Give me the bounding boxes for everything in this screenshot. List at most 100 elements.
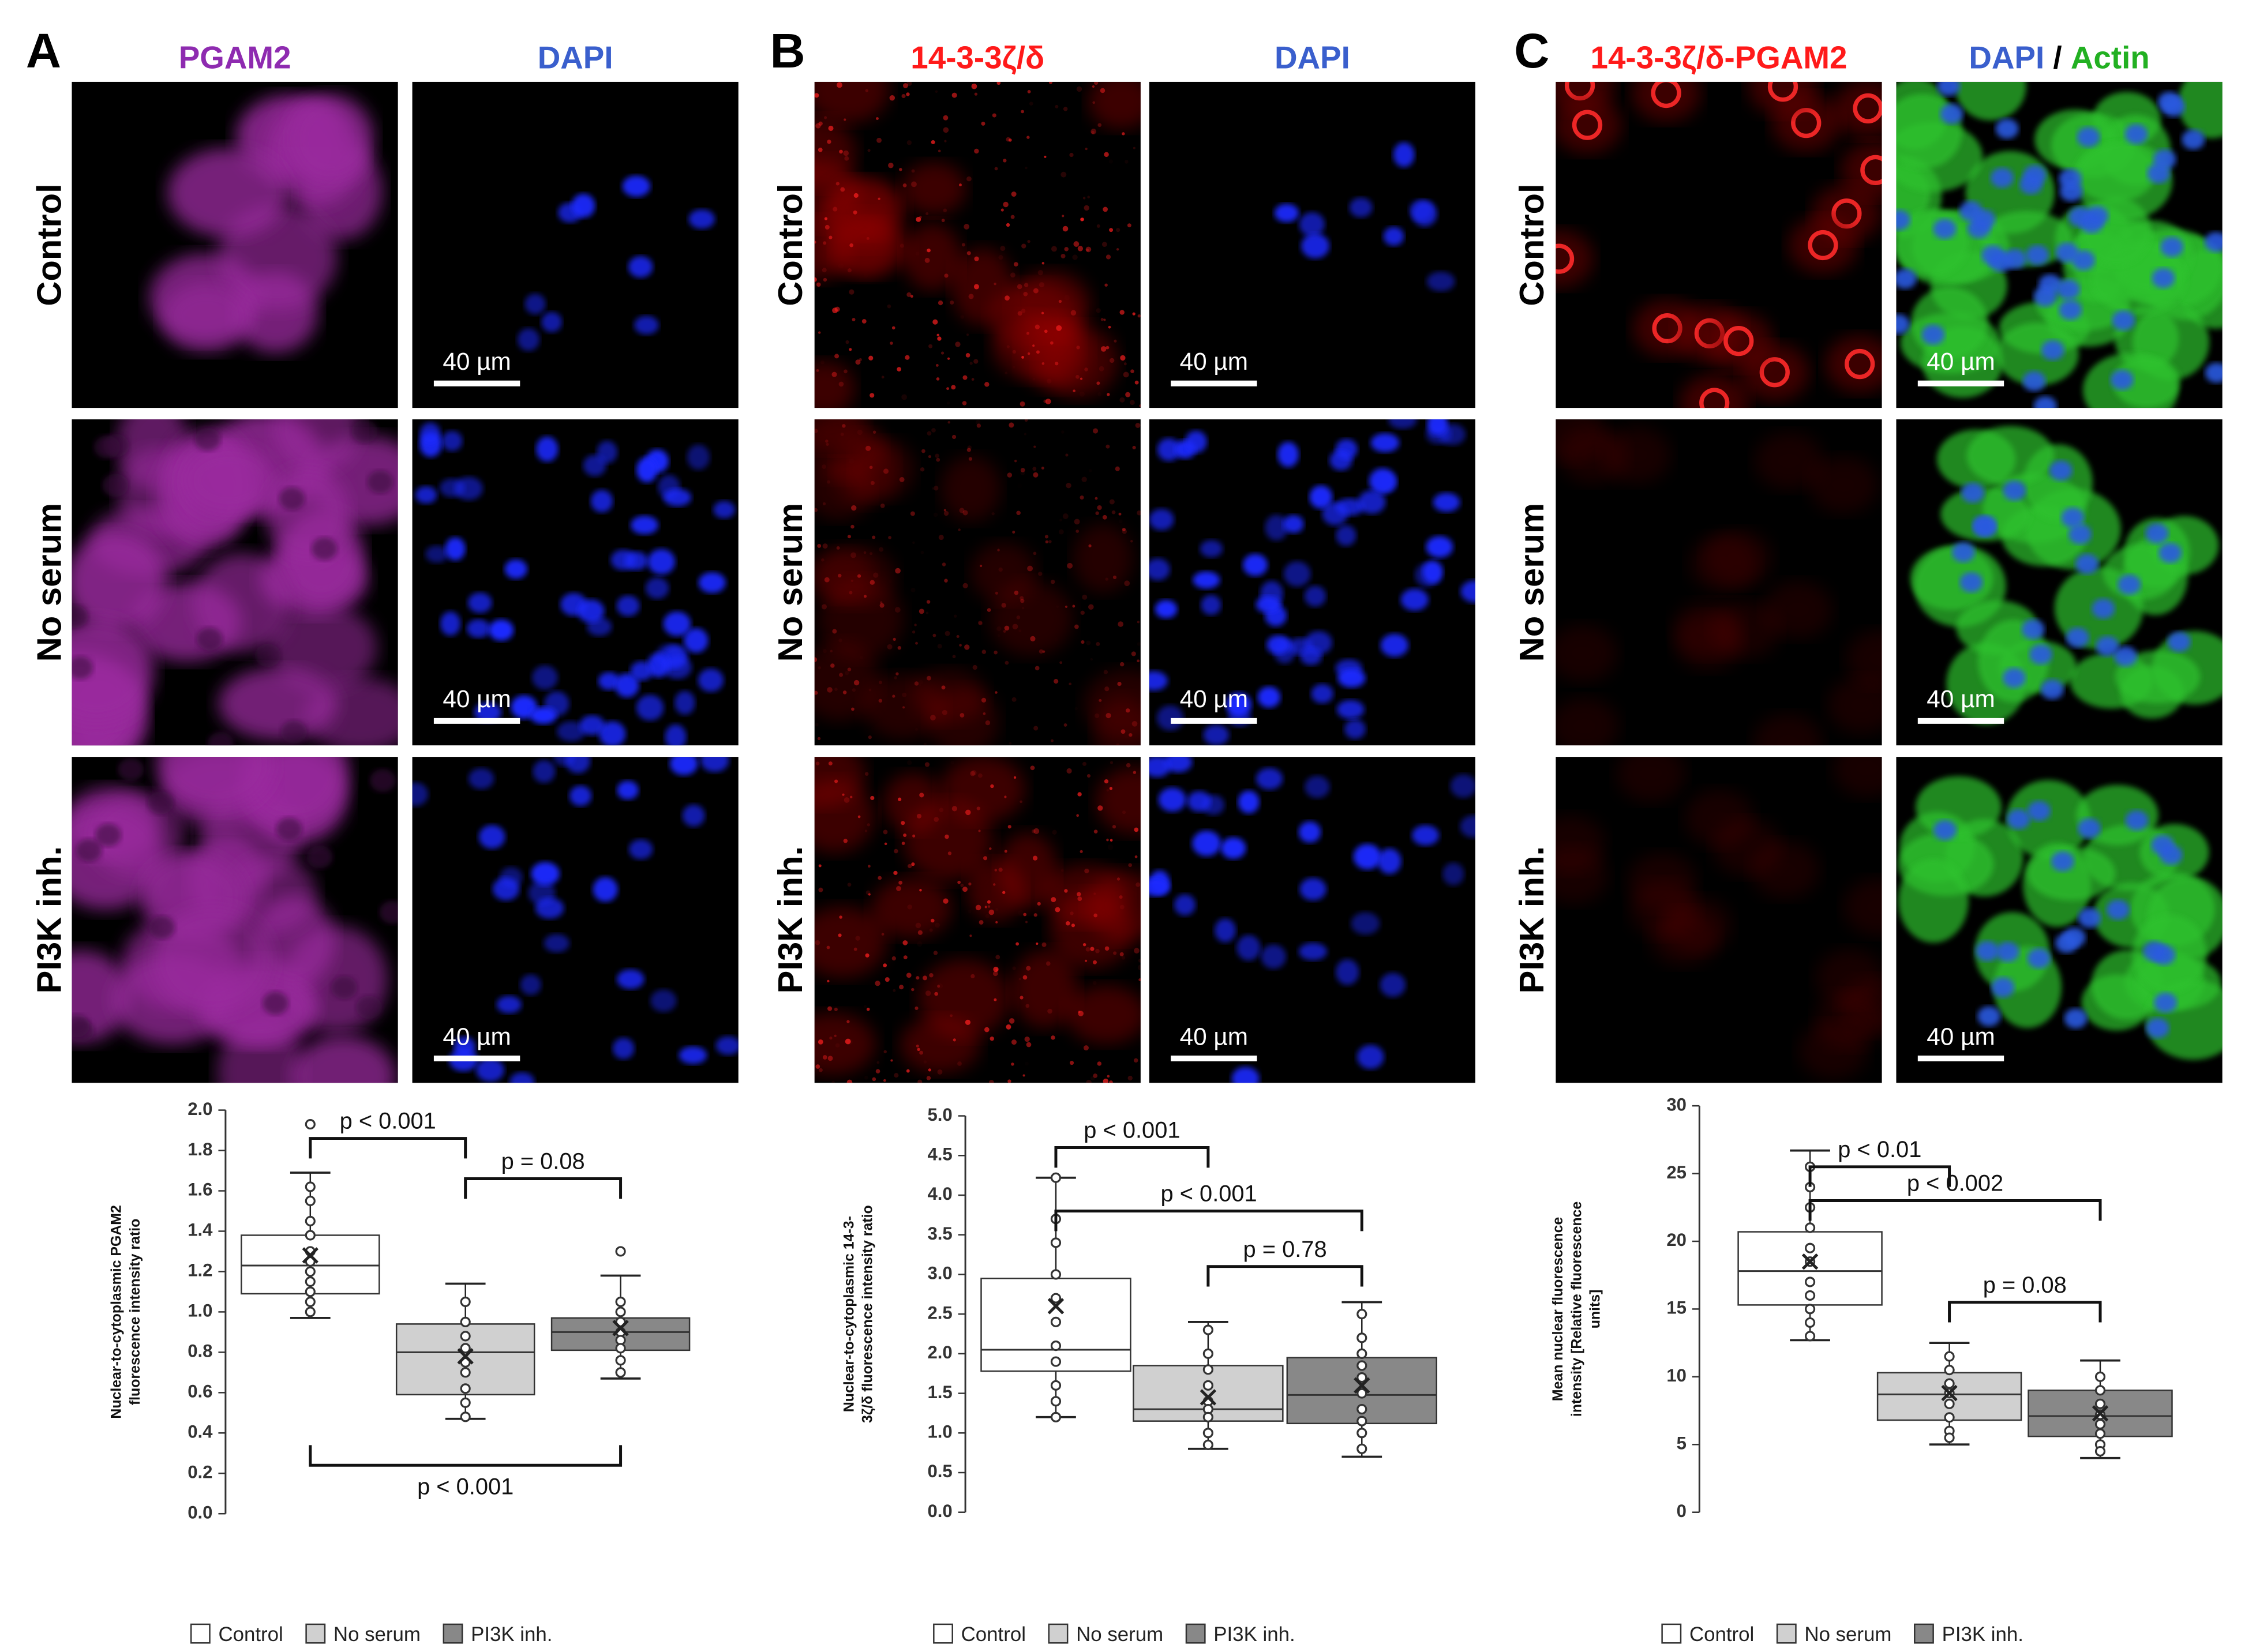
nucleus	[610, 549, 636, 570]
nucleus	[1358, 490, 1386, 514]
nucleus	[1973, 516, 1997, 537]
speckle	[977, 773, 983, 778]
speckle	[847, 268, 852, 273]
speckle	[929, 928, 933, 932]
speckle	[831, 1080, 835, 1083]
speckle	[1062, 215, 1065, 217]
nucleus	[1450, 774, 1475, 798]
speckle	[829, 1036, 833, 1040]
speckle	[895, 672, 899, 675]
speckle	[1137, 659, 1140, 663]
speckle	[927, 675, 931, 681]
nucleus-ring	[1572, 110, 1603, 140]
data-point	[1356, 1443, 1367, 1454]
speckle	[838, 933, 842, 937]
speckle	[1033, 726, 1039, 731]
micrograph-content	[1556, 81, 1882, 408]
speckle	[906, 81, 912, 87]
y-axis-label: Nuclear-to-cytoplasmic 14-3-	[841, 1216, 857, 1412]
speckle	[984, 906, 987, 908]
speckle	[825, 224, 830, 230]
speckle	[842, 424, 846, 428]
column-header-part: PGAM2	[179, 40, 291, 76]
speckle	[1023, 291, 1028, 296]
speckle	[1058, 529, 1064, 535]
speckle	[935, 90, 938, 93]
speckle	[1111, 510, 1116, 515]
speckle	[1100, 318, 1104, 321]
nucleus	[598, 672, 620, 690]
speckle	[994, 167, 998, 171]
cell	[903, 223, 961, 291]
data-point	[1050, 1380, 1062, 1391]
nucleus	[474, 702, 501, 723]
speckle	[1085, 959, 1088, 962]
nucleus	[1981, 245, 2004, 266]
speckle	[917, 941, 922, 947]
speckle	[1021, 309, 1026, 313]
speckle	[1018, 978, 1021, 981]
speckle	[826, 442, 829, 446]
nucleus	[1896, 268, 1917, 289]
speckle	[910, 295, 913, 298]
significance-label: p = 0.08	[1983, 1272, 2067, 1298]
speckle	[893, 637, 896, 641]
speckle	[1134, 855, 1138, 858]
nucleus	[118, 758, 144, 781]
speckle	[897, 645, 902, 650]
speckle	[1045, 540, 1048, 544]
speckle	[965, 809, 971, 816]
nucleus	[1433, 493, 1460, 512]
speckle	[923, 975, 928, 981]
speckle	[1062, 896, 1068, 902]
micrograph-content	[1910, 426, 2223, 724]
speckle	[850, 579, 854, 583]
speckle	[995, 921, 998, 923]
data-point	[1050, 1356, 1062, 1367]
speckle	[1065, 453, 1069, 457]
speckle	[962, 583, 968, 588]
nucleus	[1996, 941, 2019, 962]
nucleus	[1174, 894, 1196, 916]
significance-label: p < 0.001	[340, 1109, 436, 1134]
speckle	[962, 510, 968, 516]
nucleus-ring	[1767, 81, 1798, 102]
cell	[181, 445, 277, 516]
cell	[72, 532, 167, 631]
speckle	[929, 973, 934, 978]
actin	[1940, 487, 2030, 542]
speckle	[980, 564, 983, 568]
speckle	[900, 243, 904, 248]
speckle	[815, 123, 821, 129]
nucleus	[2059, 299, 2082, 320]
column-header-part: 14-3-3ζ/δ-PGAM2	[1591, 40, 1847, 76]
nucleus	[645, 577, 669, 599]
data-point	[1356, 1360, 1367, 1371]
speckle	[1006, 1024, 1011, 1030]
nucleus	[441, 430, 463, 452]
speckle	[857, 815, 861, 819]
nucleus	[1388, 419, 1417, 429]
cell	[918, 959, 1010, 1038]
speckle	[951, 434, 957, 440]
speckle	[1096, 381, 1100, 385]
speckle	[1091, 130, 1095, 134]
speckle	[1136, 882, 1141, 887]
speckle	[1059, 519, 1062, 522]
speckle	[1132, 312, 1136, 316]
cell	[1827, 676, 1882, 734]
speckle	[943, 509, 946, 512]
nucleus	[713, 501, 736, 519]
speckle	[890, 341, 893, 345]
speckle	[984, 382, 990, 387]
nucleus	[379, 900, 398, 924]
speckle	[843, 150, 849, 156]
nucleus	[1149, 877, 1170, 896]
speckle	[990, 784, 994, 789]
speckle	[920, 551, 924, 554]
nucleus	[367, 470, 394, 494]
nucleus	[2125, 810, 2149, 831]
speckle	[815, 723, 819, 727]
nucleus	[196, 627, 223, 651]
nucleus	[2092, 598, 2115, 619]
